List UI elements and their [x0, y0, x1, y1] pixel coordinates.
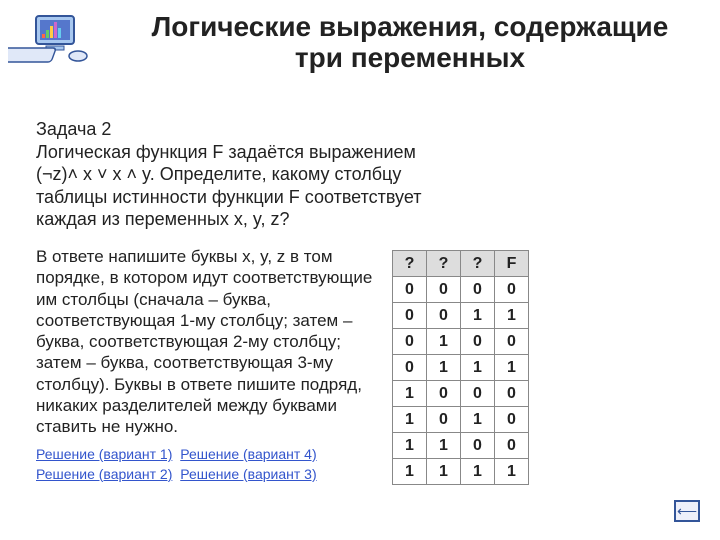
- problem-block: Задача 2 Логическая функция F задаётся в…: [36, 118, 676, 231]
- computer-logo: [8, 10, 98, 65]
- problem-line: (¬z)˄ x ˅ x ˄ y. Определите, какому стол…: [36, 163, 676, 186]
- table-cell: 0: [461, 277, 495, 303]
- table-header: ?: [393, 251, 427, 277]
- table-cell: 1: [495, 459, 529, 485]
- solution-link-3[interactable]: Решение (вариант 3): [180, 466, 316, 482]
- table-cell: 1: [427, 433, 461, 459]
- table-header: ?: [461, 251, 495, 277]
- table-cell: 0: [427, 381, 461, 407]
- table-cell: 1: [461, 459, 495, 485]
- table-cell: 0: [461, 433, 495, 459]
- solution-link-1[interactable]: Решение (вариант 1): [36, 446, 172, 462]
- solution-link-4[interactable]: Решение (вариант 4): [180, 446, 316, 462]
- table-cell: 1: [427, 329, 461, 355]
- table-cell: 1: [393, 381, 427, 407]
- table-cell: 0: [461, 381, 495, 407]
- table-cell: 0: [427, 407, 461, 433]
- table-cell: 0: [393, 303, 427, 329]
- table-row: 1000: [393, 381, 529, 407]
- table-row: 0111: [393, 355, 529, 381]
- solution-link-2[interactable]: Решение (вариант 2): [36, 466, 172, 482]
- table-cell: 0: [427, 303, 461, 329]
- table-cell: 0: [393, 329, 427, 355]
- problem-line: таблицы истинности функции F соответству…: [36, 186, 676, 209]
- table-cell: 0: [393, 355, 427, 381]
- table-row: 1010: [393, 407, 529, 433]
- table-cell: 1: [495, 303, 529, 329]
- table-row: 0100: [393, 329, 529, 355]
- table-cell: 0: [393, 277, 427, 303]
- back-icon[interactable]: ⟵: [674, 500, 700, 522]
- table-cell: 0: [461, 329, 495, 355]
- table-row: 0000: [393, 277, 529, 303]
- table-cell: 1: [495, 355, 529, 381]
- table-cell: 1: [461, 303, 495, 329]
- page-title: Логические выражения, содержащие три пер…: [130, 12, 690, 74]
- table-cell: 0: [427, 277, 461, 303]
- table-cell: 1: [461, 355, 495, 381]
- answer-instructions: В ответе напишите буквы x, y, z в том по…: [36, 246, 376, 437]
- table-cell: 1: [427, 459, 461, 485]
- table-cell: 1: [427, 355, 461, 381]
- table-header: ?: [427, 251, 461, 277]
- table-row: 0011: [393, 303, 529, 329]
- table-cell: 0: [495, 433, 529, 459]
- problem-line: Логическая функция F задаётся выражением: [36, 141, 676, 164]
- table-cell: 0: [495, 381, 529, 407]
- table-cell: 1: [393, 407, 427, 433]
- table-header: F: [495, 251, 529, 277]
- table-cell: 0: [495, 407, 529, 433]
- table-cell: 0: [495, 277, 529, 303]
- table-cell: 1: [461, 407, 495, 433]
- solution-links: Решение (вариант 1) Решение (вариант 4) …: [36, 445, 416, 484]
- problem-label: Задача 2: [36, 118, 676, 141]
- problem-line: каждая из переменных x, y, z?: [36, 208, 676, 231]
- arrow-left-icon: ⟵: [677, 503, 697, 520]
- table-cell: 0: [495, 329, 529, 355]
